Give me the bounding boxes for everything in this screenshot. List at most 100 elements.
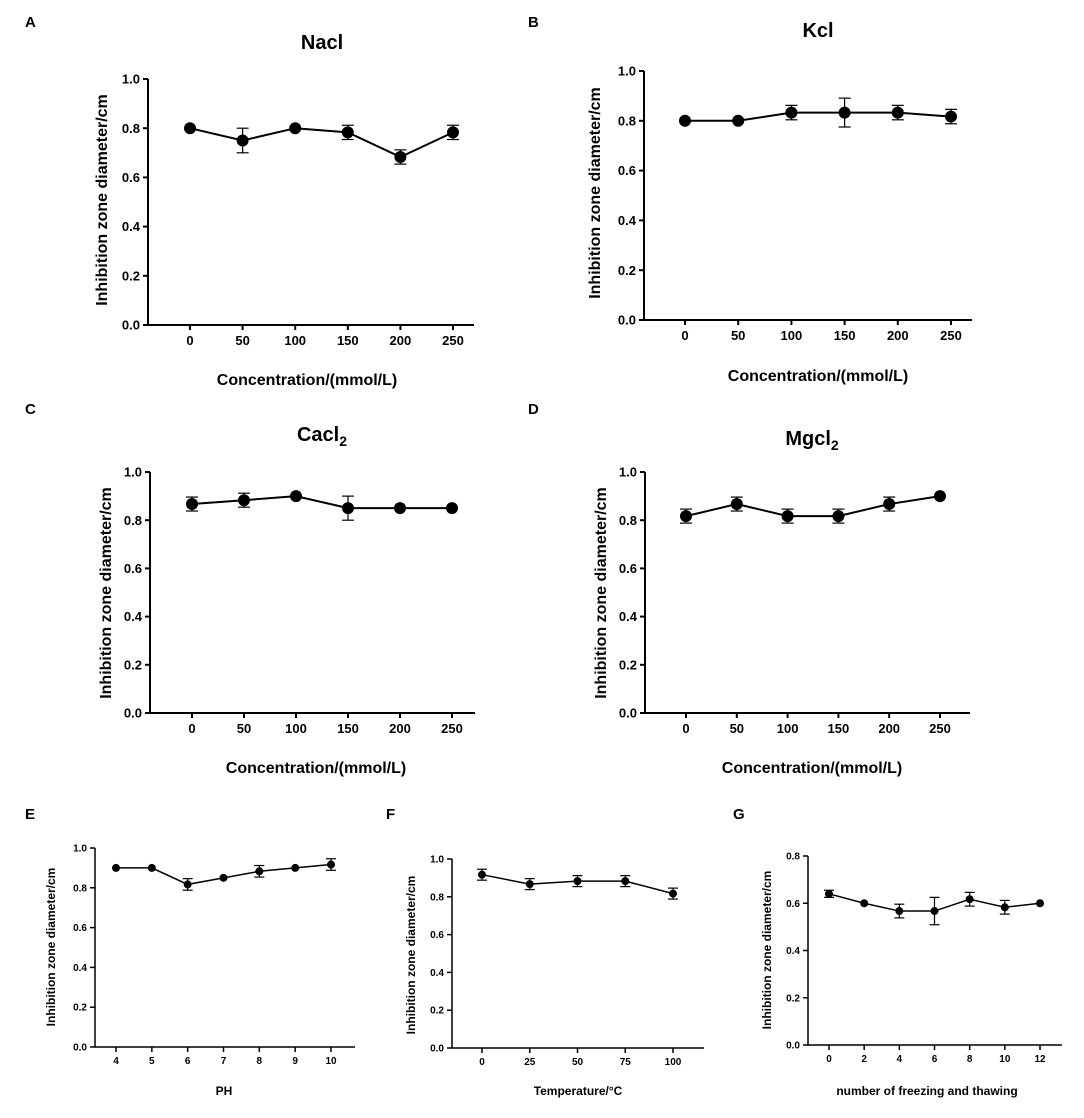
x-tick-label: 250 [441,721,463,736]
x-tick-label: 100 [665,1057,682,1068]
x-tick-label: 50 [731,328,745,343]
chart-title: Kcl [802,20,833,45]
series-line [191,495,452,510]
y-tick-label: 0.0 [73,1043,87,1054]
x-tick-label: 0 [186,333,193,348]
x-tick-label: 10 [325,1056,337,1067]
data-point [291,863,300,872]
data-point [525,880,534,889]
x-tick-label: 6 [185,1056,191,1067]
y-tick-label: 1.0 [430,855,444,866]
data-point [112,863,120,872]
panel-label: F [386,806,396,823]
y-tick-label: 0.0 [618,313,636,328]
x-tick-label: 50 [235,333,249,348]
y-tick-label: 0.6 [618,163,636,178]
y-tick-label: 0.4 [430,968,444,979]
y-tick-label: 0.8 [430,892,444,903]
x-tick-label: 100 [781,328,803,343]
data-point [219,873,228,882]
x-tick-label: 0 [681,328,688,343]
data-point [732,114,745,127]
data-point [965,895,974,904]
x-tick-label: 4 [113,1056,119,1067]
x-tick-label: 200 [887,328,909,343]
y-tick-label: 0.8 [124,513,142,528]
x-tick-label: 200 [878,721,900,736]
data-point [290,490,302,503]
y-tick-label: 0.6 [124,561,142,576]
x-tick-label: 100 [284,333,306,348]
x-tick-label: 8 [967,1054,973,1065]
x-tick-label: 0 [188,721,195,736]
data-point [573,877,582,886]
panel-label: G [733,806,745,823]
series-line [685,111,952,122]
data-point [930,907,939,916]
data-point [238,494,250,507]
x-tick-label: 10 [999,1054,1011,1065]
x-tick-label: 5 [149,1056,155,1067]
data-point [679,114,691,127]
y-tick-label: 0.4 [73,963,87,974]
x-tick-label: 4 [897,1054,903,1065]
panel-label: D [528,401,539,418]
data-point [669,889,677,898]
panel-label: B [528,14,539,31]
y-tick-label: 0.6 [73,923,87,934]
y-tick-label: 0.0 [124,706,142,721]
y-tick-label: 0.4 [619,609,638,624]
data-point [860,899,869,908]
y-tick-label: 0.4 [618,213,637,228]
chart-title-text: Kcl [802,20,834,42]
y-tick-label: 1.0 [618,64,636,79]
data-point [236,134,249,147]
y-tick-label: 0.8 [786,852,800,863]
chart-title-subscript: 2 [339,433,348,449]
data-point [825,889,833,898]
chart-title: Nacl [301,32,343,57]
y-tick-label: 0.0 [430,1044,444,1055]
y-tick-label: 0.4 [124,609,143,624]
y-tick-label: 0.2 [618,263,636,278]
data-point [184,122,196,135]
x-axis-label: PH [215,1084,233,1098]
data-point [838,106,851,119]
x-tick-label: 250 [940,328,962,343]
data-point [341,126,354,139]
y-tick-label: 0.0 [619,706,637,721]
series-line [685,495,941,518]
x-tick-label: 50 [572,1057,584,1068]
y-tick-label: 0.2 [124,657,142,672]
x-tick-label: 0 [479,1057,485,1068]
data-point [781,510,794,523]
data-point [446,502,458,515]
y-tick-label: 0.2 [619,657,637,672]
data-point [447,126,459,139]
x-tick-label: 6 [932,1054,938,1065]
x-axis-label: Concentration/(mmol/L) [225,760,407,777]
y-tick-label: 1.0 [619,465,637,480]
panel-label: C [25,401,36,418]
y-tick-label: 0.0 [122,318,140,333]
y-tick-label: 0.4 [122,219,141,234]
x-tick-label: 150 [834,328,856,343]
chart-title: Mgcl2 [785,428,838,453]
x-tick-label: 0 [826,1054,832,1065]
x-tick-label: 50 [730,721,744,736]
y-tick-label: 0.2 [786,993,800,1004]
x-tick-label: 150 [337,333,359,348]
x-axis-label: Concentration/(mmol/L) [216,372,398,389]
x-axis-label: Concentration/(mmol/L) [727,368,909,385]
y-tick-label: 0.8 [619,513,637,528]
data-point [785,106,798,119]
data-point [832,510,845,523]
data-point [327,860,335,869]
series-line [189,127,454,159]
data-point [1036,899,1044,908]
data-point [147,863,156,872]
